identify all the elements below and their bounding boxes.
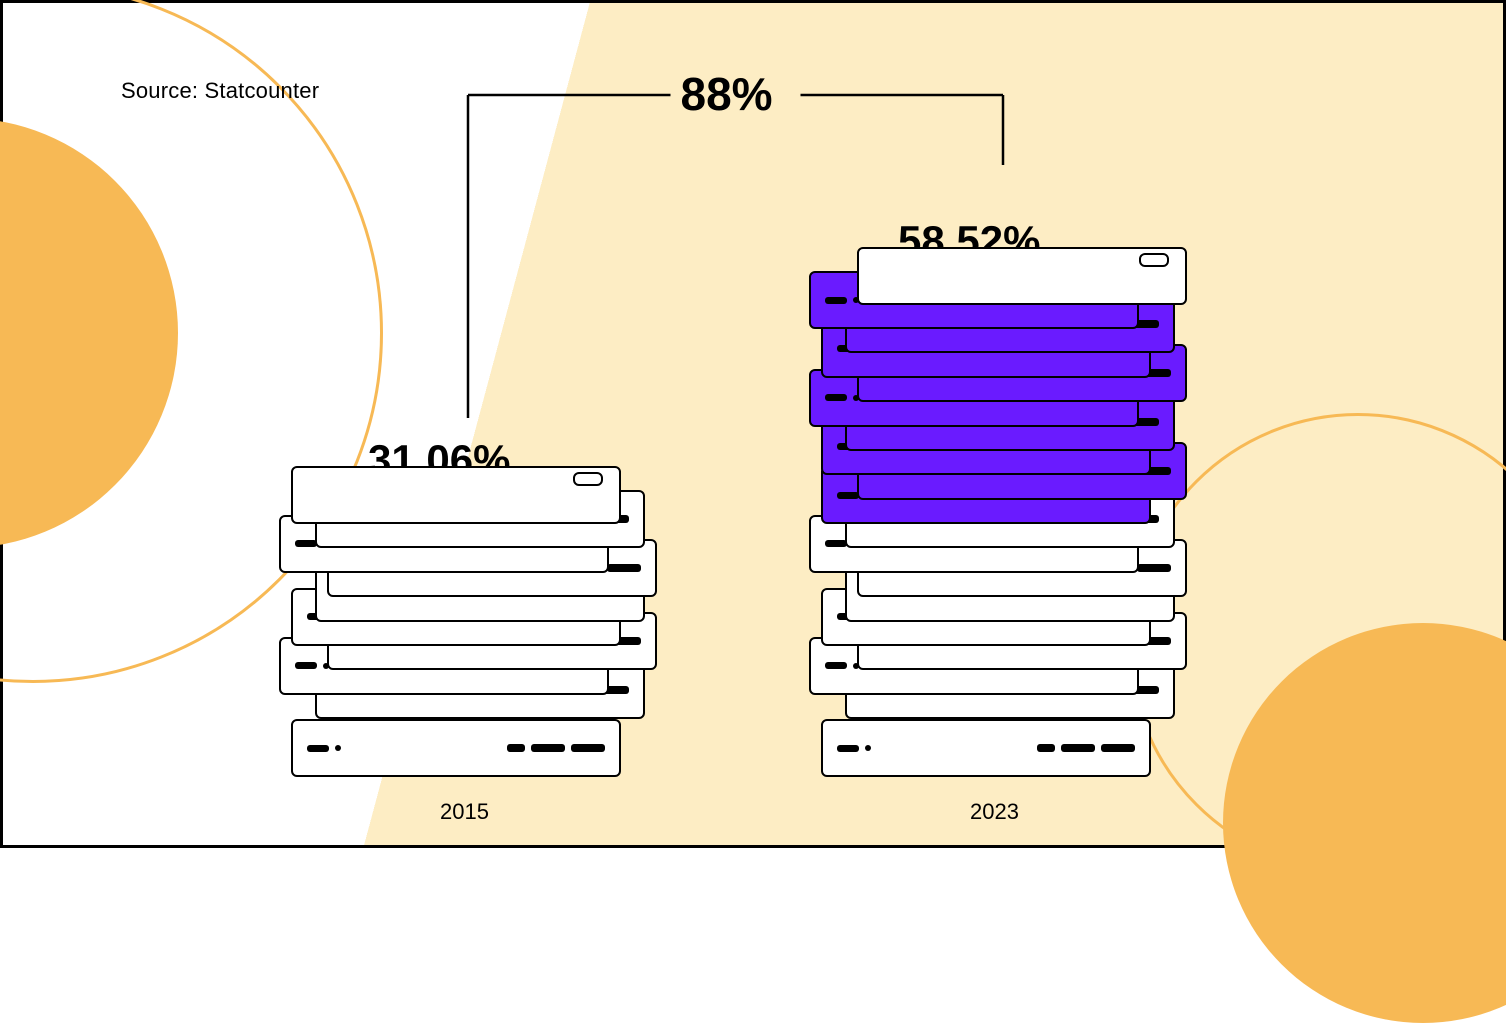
source-label: Source: Statcounter: [121, 78, 319, 104]
phone-icon: [857, 247, 1187, 305]
phone-stack-2015: [303, 500, 633, 777]
phone-icon: [291, 466, 621, 524]
year-label-left: 2015: [440, 799, 489, 825]
year-label-right: 2023: [970, 799, 1019, 825]
growth-label: 88%: [681, 67, 773, 121]
phone-icon: [821, 719, 1151, 777]
phone-icon: [291, 719, 621, 777]
phone-stack-2023: [833, 280, 1163, 777]
